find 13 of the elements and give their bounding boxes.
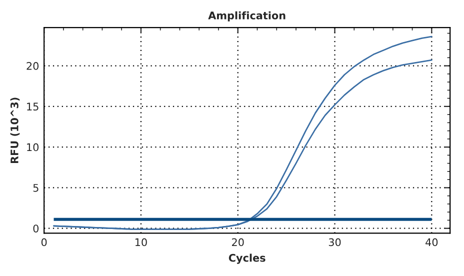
y-tick-label: 5 <box>33 184 38 192</box>
y-tick-label: 15 <box>27 102 38 111</box>
x-tick-label: 30 <box>328 238 341 246</box>
x-tick-label: 20 <box>232 238 244 246</box>
x-tick-label: 0 <box>41 238 47 246</box>
chart-title: Amplification <box>208 11 286 22</box>
y-tick-label: 20 <box>26 62 39 70</box>
y-tick-label: 0 <box>33 224 39 232</box>
x-tick-label: 40 <box>426 238 438 246</box>
y-tick-label: 10 <box>27 143 39 152</box>
y-axis-title: RFU (10^3) <box>10 98 20 164</box>
x-axis-title: Cycles <box>228 254 266 264</box>
x-tick-label: 10 <box>135 238 147 246</box>
